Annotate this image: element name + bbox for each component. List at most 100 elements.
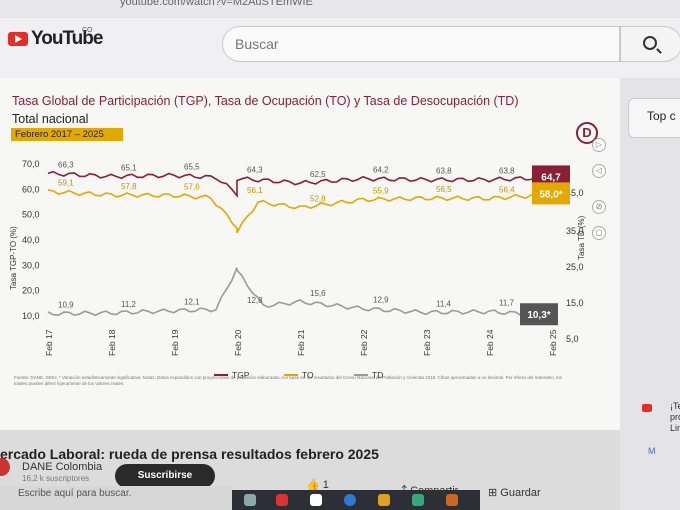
y-tick-label: 40,0 [22, 235, 40, 245]
related-sidebar: Top c ¡Te pro Lin M [620, 78, 680, 510]
chrome-icon[interactable] [412, 494, 424, 506]
windows-taskbar [0, 486, 232, 510]
save-button[interactable]: ⊞ Guardar [488, 487, 541, 499]
data-label-tgp: 63,8 [436, 167, 452, 176]
youtube-header: YouTube CO [0, 18, 680, 78]
search-box[interactable] [222, 26, 620, 62]
youtube-logo-icon[interactable] [8, 32, 28, 46]
edge-icon[interactable] [344, 494, 356, 506]
data-label-tgp: 63,8 [499, 167, 515, 176]
data-label-td: 15,6 [310, 289, 326, 298]
y2-tick-label: 35,0 [566, 226, 584, 236]
legend-label-td: TD [372, 370, 383, 380]
data-label-to: 57,8 [121, 182, 137, 191]
dane-logo-icon: D [576, 122, 598, 144]
brave-icon[interactable] [276, 494, 288, 506]
y-tick-label: 20,0 [22, 286, 40, 296]
data-label-to: 59,1 [58, 179, 74, 188]
y-axis-label: Tasa TGP-TO (%) [9, 226, 18, 290]
task-view-icon[interactable] [244, 494, 256, 506]
last-value-label-to: 58,0* [539, 189, 562, 200]
mute-control-icon[interactable]: ⊘ [592, 200, 606, 214]
like-button[interactable]: 👍 1 [306, 479, 329, 491]
source-notes: Fuente: DANE, GEIH. * Variación estadíst… [14, 375, 562, 386]
y2-tick-label: 25,0 [566, 262, 584, 272]
chart-title: Tasa Global de Participación (TGP), Tasa… [12, 94, 519, 108]
data-label-td: 11,4 [436, 299, 452, 308]
like-count: 1 [322, 479, 329, 491]
y-tick-label: 50,0 [22, 210, 40, 220]
data-label-td: 12,9 [373, 296, 389, 305]
data-label-to: 52,8 [310, 195, 326, 204]
series-line-tgp [47, 170, 553, 198]
data-label-to: 56,1 [247, 186, 263, 195]
x-tick-label: Feb 22 [359, 329, 369, 356]
data-label-tgp: 65,1 [121, 163, 137, 172]
data-label-to: 55,9 [373, 187, 389, 196]
labor-rates-chart: 70,0 60,0 50,0 40,0 30,0 20,0 10,0 45,0 35,0 25,0… [9, 159, 586, 380]
y2-axis-label: Tasa TD (%) [577, 215, 586, 260]
browser-address-strip: youtube.com/watch?v=M2AuSTEmWIE [0, 0, 680, 18]
country-code: CO [82, 27, 93, 34]
legend-label-tgp: TGP [232, 370, 250, 380]
prev-control-icon[interactable]: ◁ [592, 164, 606, 178]
filter-chip[interactable]: Top c [628, 98, 680, 138]
video-title: ercado Laboral: rueda de prensa resultad… [0, 446, 379, 462]
data-label-td: 10,9 [58, 301, 74, 310]
save-label: Guardar [500, 487, 541, 499]
data-label-td: 11,7 [499, 299, 515, 308]
data-label-to: 56,4 [499, 185, 515, 194]
data-label-to: 56,5 [436, 185, 452, 194]
y2-tick-label: 15,0 [566, 298, 584, 308]
data-label-td: 11,2 [121, 300, 137, 309]
video-player[interactable]: Tasa Global de Participación (TGP), Tasa… [0, 78, 620, 430]
y2-tick-label: 45,0 [566, 188, 584, 198]
y-tick-label: 10,0 [22, 311, 40, 321]
data-label-tgp: 64,2 [373, 166, 389, 175]
play-control-icon[interactable]: ▷ [592, 138, 606, 152]
last-value-label-td: 10,3* [527, 310, 550, 321]
y-tick-label: 30,0 [22, 260, 40, 270]
search-icon [643, 36, 657, 50]
y-tick-label: 70,0 [22, 159, 40, 169]
folder-icon[interactable] [378, 494, 390, 506]
search-input[interactable] [235, 36, 595, 52]
y-tick-label: 60,0 [22, 184, 40, 194]
channel-name[interactable]: DANE Colombia [22, 461, 103, 473]
subscribe-button[interactable]: Suscribirse [115, 464, 215, 488]
store-icon[interactable] [310, 494, 322, 506]
x-tick-label: Feb 21 [296, 329, 306, 356]
youtube-logo-text[interactable]: YouTube [31, 28, 103, 49]
share-button[interactable]: ⤴ Compartir [396, 485, 459, 497]
app-icon[interactable] [446, 494, 458, 506]
more-link[interactable]: M [648, 446, 656, 456]
last-value-badge-tgp [532, 165, 570, 188]
data-label-tgp: 65,5 [184, 162, 200, 171]
data-label-tgp: 66,3 [58, 160, 74, 169]
channel-avatar[interactable] [0, 458, 10, 476]
channel-subscribers: 16,2 k suscriptores [22, 474, 90, 483]
chart-subtitle: Total nacional [12, 112, 89, 126]
last-value-badge-to [532, 182, 570, 205]
y2-tick-label: 5,0 [566, 334, 579, 344]
last-value-label-tgp: 64,7 [541, 172, 561, 183]
taskbar-search[interactable]: Escribe aquí para buscar. [18, 488, 132, 499]
data-label-to: 57,6 [184, 182, 200, 191]
notification-icon [642, 404, 652, 412]
x-tick-label: Feb 18 [107, 329, 117, 356]
x-tick-label: Feb 19 [170, 329, 180, 356]
data-label-td: 12,8 [247, 296, 263, 305]
x-tick-label: Feb 24 [485, 329, 495, 356]
taskbar-icons [232, 490, 480, 510]
series-line-td [47, 267, 553, 318]
x-tick-label: Feb 17 [44, 329, 54, 356]
x-tick-label: Feb 23 [422, 329, 432, 356]
share-label: Compartir [410, 485, 459, 497]
legend-label-to: TO [302, 370, 314, 380]
notification-text[interactable]: ¡Te pro Lin [670, 401, 680, 433]
search-button[interactable] [620, 26, 680, 62]
window-control-icon[interactable]: ▢ [592, 226, 606, 240]
url-text[interactable]: youtube.com/watch?v=M2AuSTEmWIE [120, 0, 313, 8]
data-label-td: 12,1 [184, 298, 200, 307]
data-label-tgp: 62,5 [310, 170, 326, 179]
